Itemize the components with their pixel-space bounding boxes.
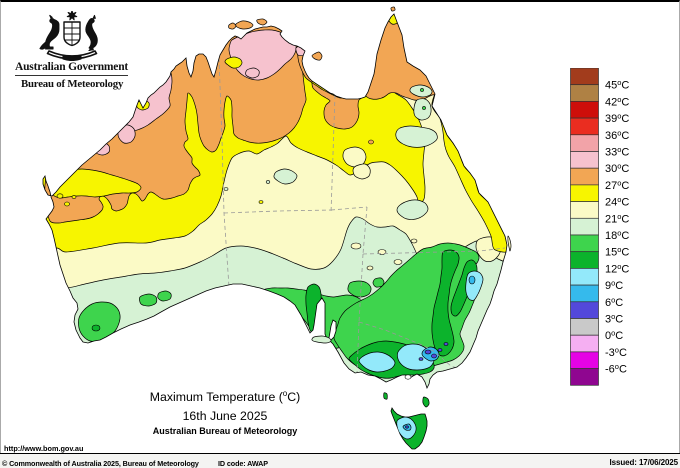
svg-text:36oC: 36oC	[605, 128, 629, 142]
svg-text:15oC: 15oC	[605, 245, 629, 259]
svg-text:45oC: 45oC	[605, 78, 629, 92]
svg-text:33oC: 33oC	[605, 145, 629, 159]
svg-text:0oC: 0oC	[605, 329, 623, 343]
svg-text:-6oC: -6oC	[605, 362, 627, 376]
svg-text:18oC: 18oC	[605, 229, 629, 243]
svg-text:12oC: 12oC	[605, 262, 629, 276]
svg-text:24oC: 24oC	[605, 195, 629, 209]
svg-text:-3oC: -3oC	[605, 345, 627, 359]
svg-text:30oC: 30oC	[605, 162, 629, 176]
svg-text:3oC: 3oC	[605, 312, 623, 326]
svg-text:42oC: 42oC	[605, 95, 629, 109]
svg-text:39oC: 39oC	[605, 112, 629, 126]
svg-text:9oC: 9oC	[605, 279, 623, 293]
svg-text:27oC: 27oC	[605, 178, 629, 192]
svg-text:6oC: 6oC	[605, 295, 623, 309]
svg-text:21oC: 21oC	[605, 212, 629, 226]
